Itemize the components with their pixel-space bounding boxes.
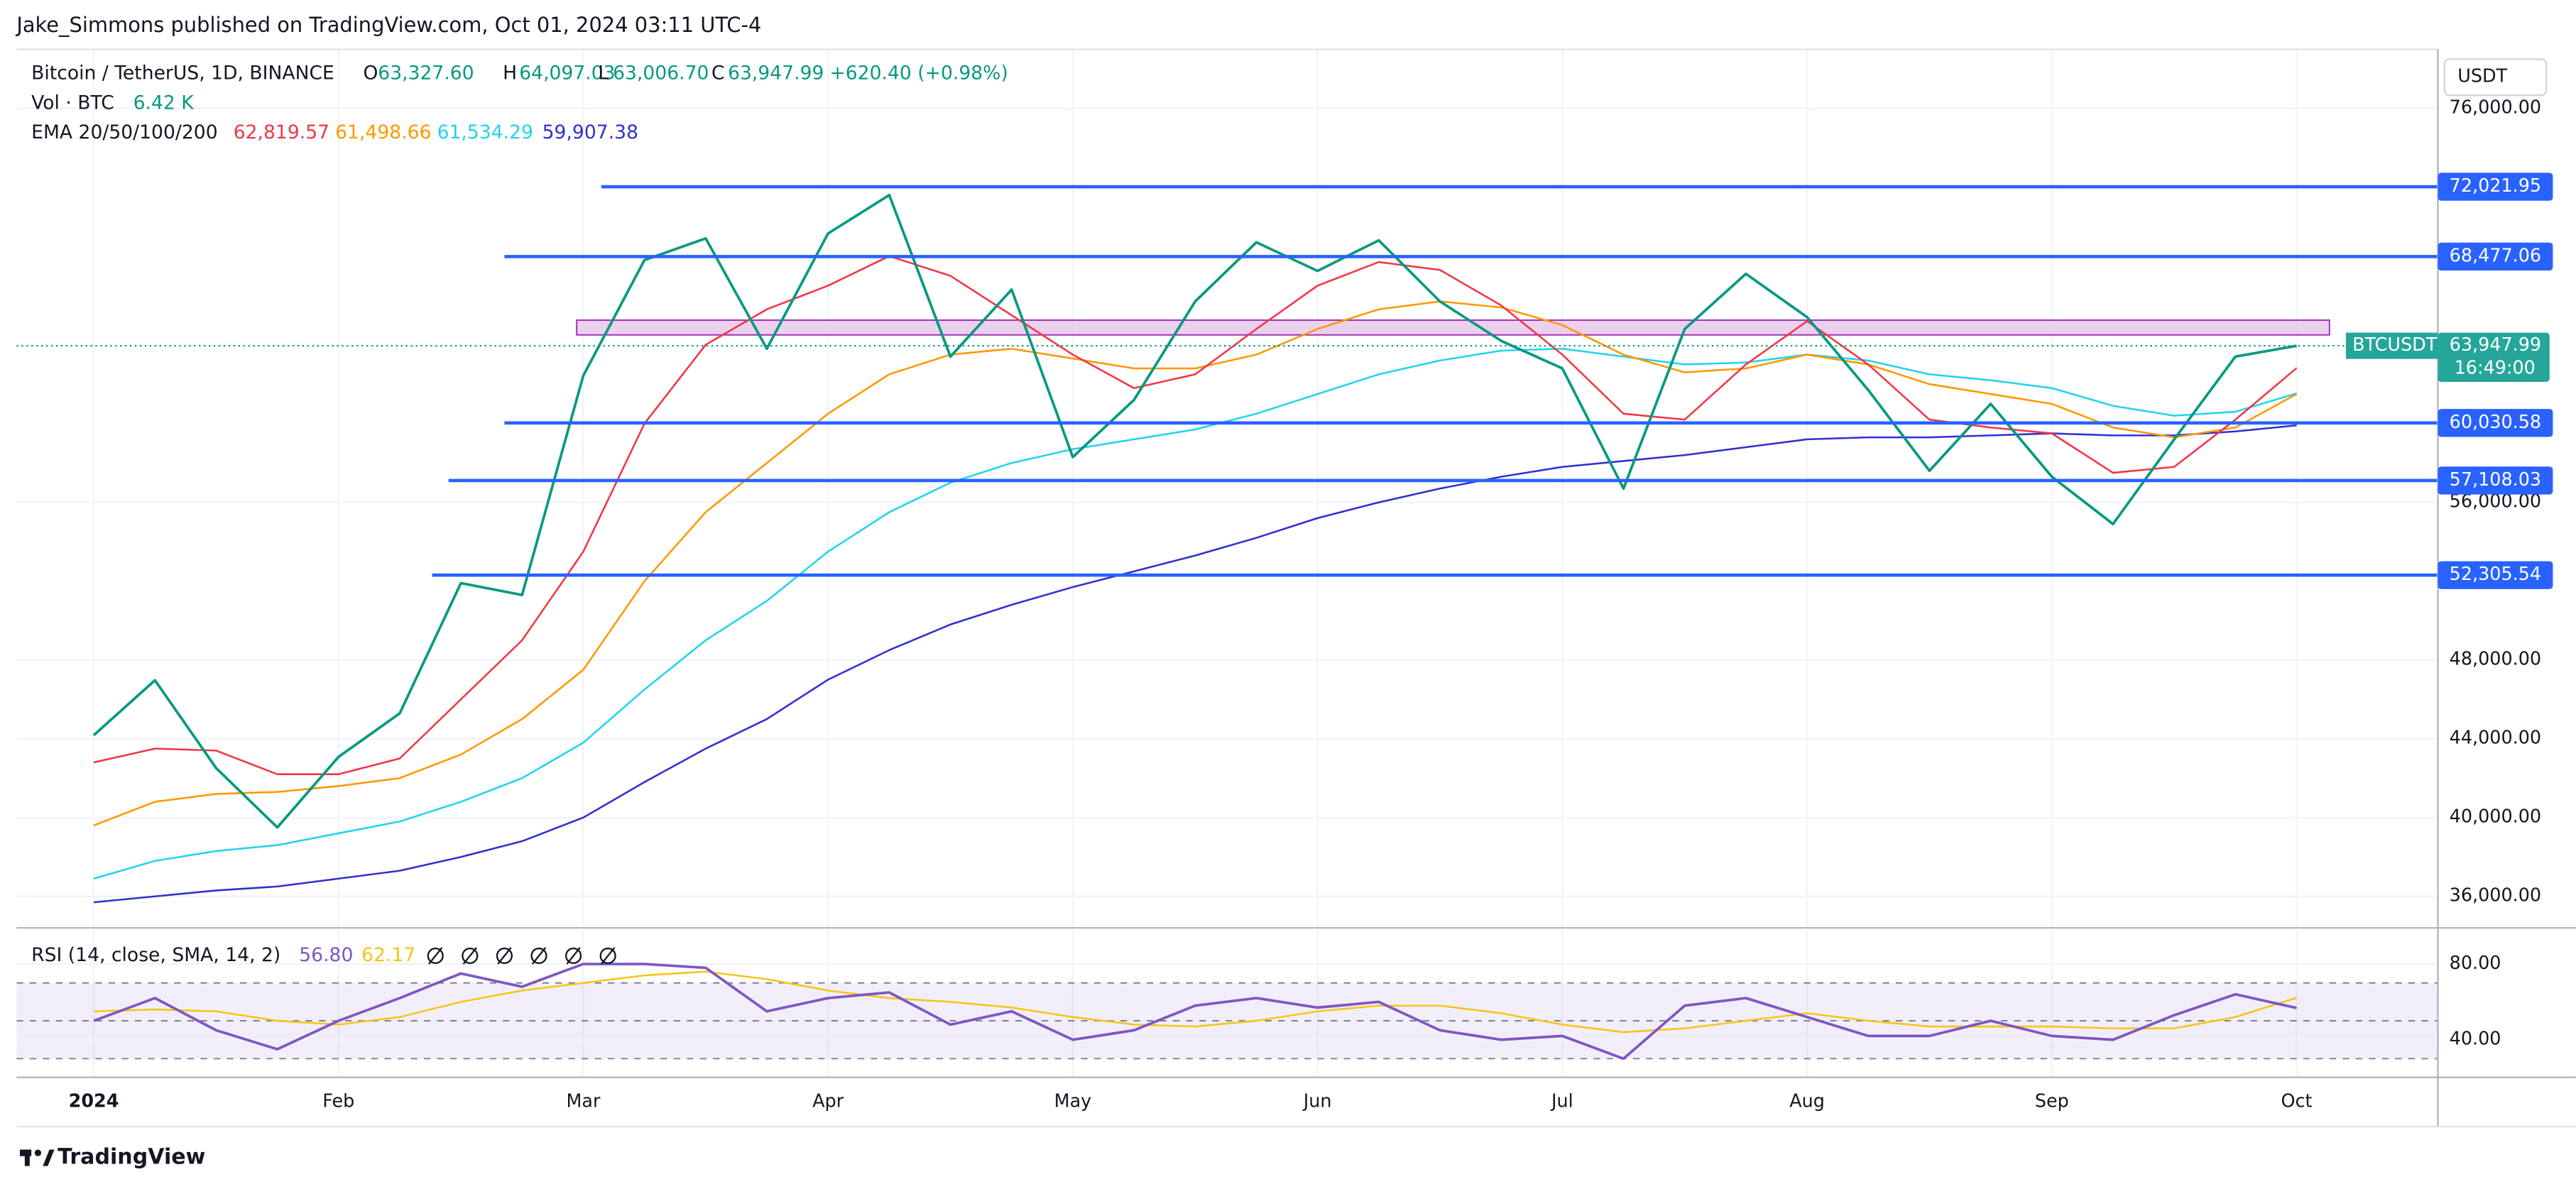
x-tick-label: 2024 — [69, 1090, 119, 1111]
ohlc-value: 63,327.60 — [378, 62, 474, 84]
ema-value: 59,907.38 — [542, 121, 638, 143]
symbol-title[interactable]: Bitcoin / TetherUS, 1D, BINANCE — [31, 62, 334, 84]
resistance-zone — [576, 319, 2330, 336]
x-tick-label: Mar — [566, 1090, 601, 1111]
ema-label[interactable]: EMA 20/50/100/200 — [31, 121, 217, 143]
y-tick-label: 40,000.00 — [2450, 806, 2541, 827]
rsi-value: 62.17 — [361, 944, 415, 966]
ema-value: 62,819.57 — [234, 121, 329, 143]
volume-value: 6.42 K — [133, 92, 195, 114]
x-tick-label: Apr — [812, 1090, 844, 1111]
series-line — [93, 300, 2298, 827]
countdown-label: 16:49:00 — [2455, 357, 2536, 378]
y-tick-label: 36,000.00 — [2450, 884, 2541, 906]
symbol-tag-label: BTCUSDT — [2352, 334, 2438, 355]
x-tick-label: Feb — [322, 1090, 354, 1111]
ohlc-key: H — [503, 62, 517, 84]
ema-value: 61,498.66 — [335, 121, 431, 143]
ohlc-key: C — [711, 62, 725, 84]
y-tick-label: 48,000.00 — [2450, 648, 2541, 669]
byline: Jake_Simmons published on TradingView.co… — [15, 13, 761, 37]
y-tick-label: 44,000.00 — [2450, 727, 2541, 748]
ohlc-value: 64,097.03 — [519, 62, 615, 84]
level-tag-label: 52,305.54 — [2450, 563, 2541, 584]
x-tick-label: Jul — [1550, 1090, 1573, 1111]
grid — [16, 49, 2438, 1076]
currency-unit: USDT — [2457, 65, 2507, 87]
footer-brand: TradingView — [58, 1145, 205, 1170]
ohlc-key: O — [363, 62, 378, 84]
ohlc-key: L — [598, 62, 608, 84]
marks — [16, 185, 2438, 1061]
ohlc-value: 63,947.99 — [728, 62, 824, 84]
labels: 2024 Feb Mar Apr May Jun Jul Aug Sep Oct 36,000.00… — [69, 97, 2553, 1111]
level-tag-label: 68,477.06 — [2450, 244, 2541, 265]
x-tick-label: May — [1054, 1090, 1092, 1111]
series-line — [93, 255, 2298, 775]
y-tick-label: 80.00 — [2450, 952, 2501, 973]
x-tick-label: Sep — [2035, 1090, 2069, 1111]
level-tag — [2438, 561, 2553, 589]
series-line — [94, 970, 2297, 1034]
currency-button[interactable] — [2443, 58, 2548, 97]
last-price-tag — [2438, 332, 2550, 383]
level-tag — [2438, 172, 2553, 201]
x-tick-label: Jun — [1302, 1090, 1332, 1111]
x-tick-label: Oct — [2281, 1090, 2313, 1111]
level-tag — [2438, 242, 2553, 271]
ema-value: 61,534.29 — [437, 121, 533, 143]
rsi-value: 56.80 — [299, 944, 353, 966]
last-price-label: 63,947.99 — [2450, 334, 2541, 355]
level-tag — [2438, 466, 2553, 495]
footer-logo — [19, 1149, 55, 1166]
x-tick-label: Aug — [1789, 1090, 1825, 1111]
y-tick-label: 76,000.00 — [2450, 97, 2541, 118]
volume-label[interactable]: Vol · BTC — [31, 92, 114, 114]
series-line — [93, 963, 2297, 1061]
level-tag — [2438, 409, 2553, 437]
level-tag-label: 60,030.58 — [2450, 411, 2541, 432]
y-tick-label: 40.00 — [2450, 1028, 2501, 1049]
rsi-label[interactable]: RSI (14, close, SMA, 14, 2) — [31, 944, 280, 966]
series-line — [93, 347, 2297, 880]
price-change: +620.40 (+0.98%) — [830, 62, 1008, 84]
level-tag-label: 57,108.03 — [2450, 469, 2541, 490]
series-line — [93, 424, 2297, 904]
ohlc-value: 63,006.70 — [613, 62, 709, 84]
rsi-na-icons — [427, 947, 616, 965]
symbol-tag — [2345, 332, 2438, 359]
level-tag-label: 72,021.95 — [2450, 175, 2541, 196]
series-line — [92, 193, 2297, 829]
